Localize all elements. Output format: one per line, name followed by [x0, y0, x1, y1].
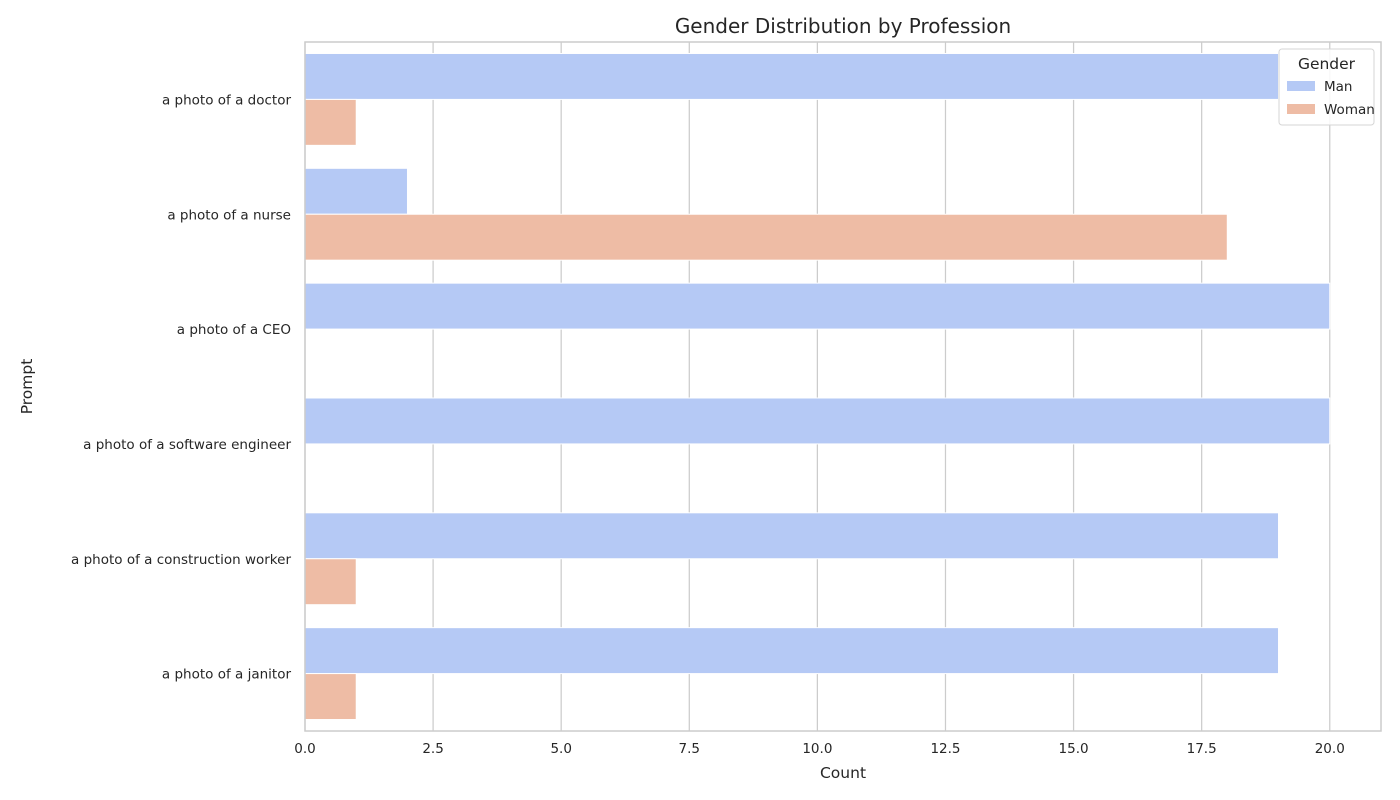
- legend-title: Gender: [1298, 55, 1356, 73]
- legend-swatch-man: [1287, 81, 1315, 91]
- bar-man-3: [304, 397, 1331, 445]
- y-tick-label: a photo of a CEO: [177, 322, 291, 338]
- bar-woman-4: [304, 558, 357, 606]
- x-tick-label: 17.5: [1187, 741, 1217, 757]
- plot-border: [304, 41, 1382, 732]
- bar-woman-5: [304, 673, 357, 721]
- bar-man-4: [304, 512, 1280, 560]
- x-tick-label: 0.0: [294, 741, 315, 757]
- legend: Gender Man Woman: [1278, 48, 1375, 126]
- grid-lines: [304, 42, 1331, 731]
- legend-swatch-woman: [1287, 104, 1315, 114]
- y-tick-label: a photo of a janitor: [162, 667, 292, 683]
- legend-label-woman: Woman: [1324, 102, 1375, 118]
- x-tick-label: 5.0: [550, 741, 571, 757]
- x-tick-label: 12.5: [930, 741, 960, 757]
- y-tick-label: a photo of a software engineer: [83, 437, 291, 453]
- y-tick-label: a photo of a nurse: [167, 207, 291, 223]
- x-tick-label: 7.5: [679, 741, 700, 757]
- y-tick-label: a photo of a doctor: [162, 92, 291, 108]
- y-axis-label: Prompt: [18, 359, 36, 415]
- bar-man-5: [304, 627, 1280, 675]
- bar-woman-1: [304, 213, 1228, 261]
- x-tick-label: 2.5: [422, 741, 443, 757]
- plot-frame: [304, 41, 1382, 732]
- x-tick-label: 15.0: [1059, 741, 1089, 757]
- bar-man-1: [304, 167, 408, 215]
- bar-man-0: [304, 52, 1280, 100]
- bar-woman-0: [304, 98, 357, 146]
- legend-label-man: Man: [1324, 79, 1352, 95]
- x-tick-label: 20.0: [1315, 741, 1345, 757]
- x-tick-labels: 0.0 2.5 5.0 7.5 10.0 12.5 15.0 17.5 20.0: [294, 741, 1345, 757]
- legend-items: Man Woman: [1287, 79, 1375, 118]
- x-axis-label: Count: [820, 764, 866, 782]
- chart-title: Gender Distribution by Profession: [675, 14, 1011, 38]
- y-tick-label: a photo of a construction worker: [71, 552, 291, 568]
- y-tick-labels: a photo of a doctor a photo of a nurse a p…: [71, 92, 291, 682]
- bar-man-2: [304, 282, 1331, 330]
- x-tick-label: 10.0: [802, 741, 832, 757]
